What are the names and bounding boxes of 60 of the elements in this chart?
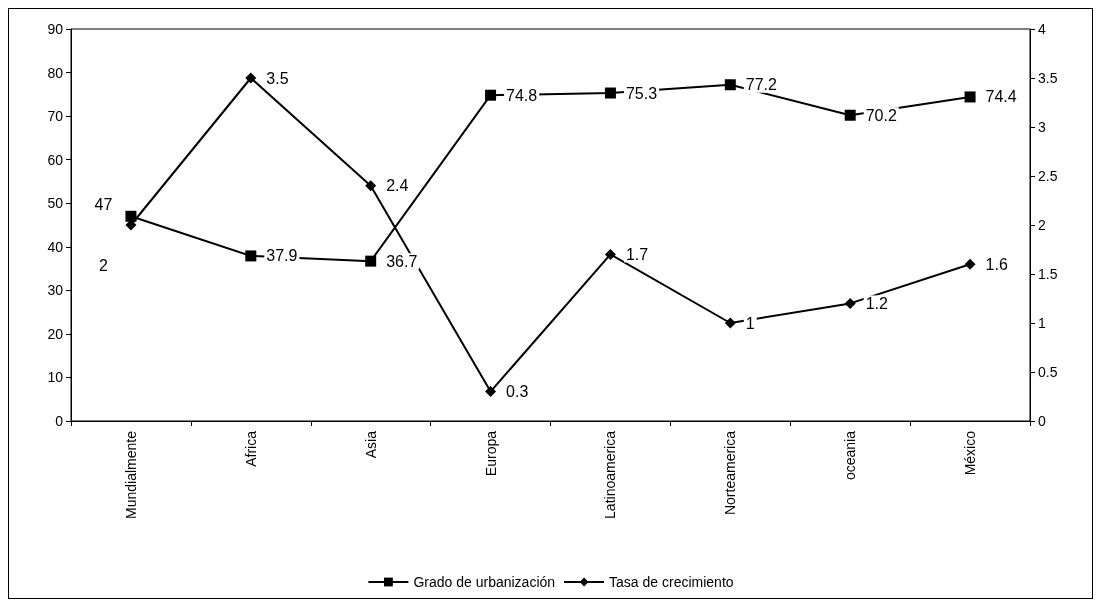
y2-tick-label: 0.5	[1038, 364, 1058, 380]
x-tick-label: Europa	[482, 430, 499, 477]
point	[844, 109, 856, 121]
point	[724, 317, 736, 329]
x-tick-label: Asia	[362, 430, 379, 459]
point	[964, 91, 976, 103]
point	[964, 258, 976, 270]
y2-tick-label: 1	[1038, 315, 1046, 331]
y2-tick-label: 0	[1038, 413, 1046, 429]
x-tick-label: Mundialmente	[122, 430, 139, 519]
point	[604, 248, 616, 260]
point	[724, 79, 736, 91]
data-label: 1	[745, 314, 755, 332]
data-label: 0.3	[506, 383, 529, 401]
y2-tick-label: 1.5	[1038, 266, 1058, 282]
point	[365, 180, 377, 192]
data-label: 70.2	[865, 106, 897, 124]
data-label: 36.7	[386, 252, 418, 270]
y-tick-label: 80	[47, 64, 64, 81]
data-label: 1.7	[625, 245, 649, 263]
data-label: 3.5	[266, 69, 289, 87]
y2-tick-label: 4	[1038, 21, 1046, 37]
data-label: 74.8	[506, 86, 538, 104]
y2-tick-label: 2	[1038, 217, 1046, 233]
point	[485, 386, 497, 398]
y-tick-label: 50	[47, 195, 64, 212]
y-tick-label: 0	[55, 413, 64, 429]
data-label: 37.9	[266, 247, 298, 265]
point	[604, 87, 616, 99]
data-label: 2	[98, 257, 108, 274]
x-tick-label: México	[962, 430, 979, 476]
x-tick-label: Africa	[242, 430, 259, 467]
legend-label: Grado de urbanización	[413, 574, 556, 590]
point	[365, 255, 377, 267]
point	[245, 250, 257, 262]
y-tick-label: 20	[47, 325, 64, 342]
data-label: 75.3	[625, 84, 658, 102]
x-tick-label: oceania	[842, 430, 859, 481]
data-label: 2.4	[386, 177, 409, 195]
data-label: 47	[94, 196, 113, 214]
y-tick-label: 30	[47, 282, 64, 299]
point	[125, 210, 137, 222]
data-label: 77.2	[745, 76, 778, 94]
data-label: 74.4	[985, 88, 1017, 106]
x-tick-label: Norteamerica	[722, 430, 739, 516]
y-tick-label: 40	[47, 238, 64, 255]
y2-tick-label: 2.5	[1038, 168, 1058, 184]
y2-tick-label: 3.5	[1038, 70, 1058, 86]
x-tick-label: Latinoamerica	[602, 430, 619, 519]
point	[245, 72, 257, 84]
y-tick-label: 60	[47, 151, 64, 168]
data-label: 1.6	[985, 255, 1008, 273]
point	[485, 89, 497, 101]
y-tick-label: 70	[47, 108, 64, 125]
point	[844, 297, 856, 309]
y2-tick-label: 3	[1038, 119, 1046, 135]
data-label: 1.2	[865, 294, 889, 312]
y-tick-label: 90	[47, 21, 64, 37]
y-tick-label: 10	[47, 369, 64, 386]
legend-label: Tasa de crecimiento	[609, 574, 734, 590]
